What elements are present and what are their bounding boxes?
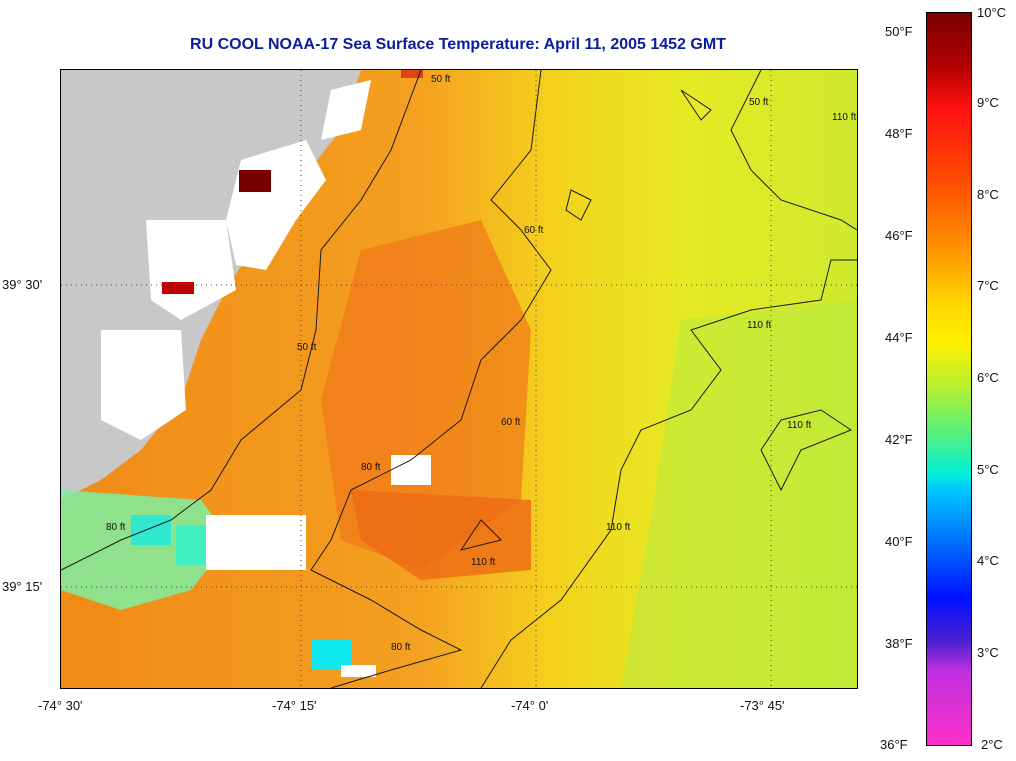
contour-label: 60 ft	[501, 417, 521, 428]
warm-core-south	[351, 490, 531, 580]
colorbar-c-label: 3°C	[977, 645, 999, 660]
colorbar-f-label: 40°F	[885, 534, 913, 549]
longitude-tick: -74° 15'	[272, 698, 317, 713]
contour-label: 60 ft	[524, 225, 544, 236]
hot-pixel-inlet	[162, 282, 194, 294]
colorbar-c-label: 5°C	[977, 462, 999, 477]
contour-label: 80 ft	[361, 462, 381, 473]
colorbar-c-label: 10°C	[977, 5, 1007, 20]
colorbar-f-label: 48°F	[885, 126, 913, 141]
longitude-tick: -73° 45'	[740, 698, 785, 713]
colorbar-f-label: 46°F	[885, 228, 913, 243]
latitude-tick: 39° 15'	[2, 579, 43, 594]
colorbar-c-label: 9°C	[977, 95, 999, 110]
sst-map-canvas: 50 ft 50 ft 50 ft 60 ft 60 ft 80 ft 80 f…	[61, 70, 857, 688]
cold-pixel-2	[176, 525, 206, 565]
cold-pixel-1	[131, 515, 171, 545]
colorbar-c-label: 8°C	[977, 187, 999, 202]
sst-map: 50 ft 50 ft 50 ft 60 ft 60 ft 80 ft 80 f…	[60, 69, 858, 689]
colorbar-f-label: 42°F	[885, 432, 913, 447]
contour-label: 110 ft	[787, 420, 811, 431]
hot-pixel-top	[401, 70, 423, 78]
cold-patch-sw	[61, 490, 231, 610]
graticule	[61, 70, 857, 688]
colorbar-c-label: 2°C	[981, 737, 1003, 752]
map-title: RU COOL NOAA-17 Sea Surface Temperature:…	[190, 36, 726, 53]
colorbar-c-label: 7°C	[977, 278, 999, 293]
colorbar-f-label: 50°F	[885, 24, 913, 39]
contour-label: 80 ft	[391, 642, 411, 653]
coastal-bay-mid	[146, 220, 236, 320]
latitude-tick: 39° 30'	[2, 277, 43, 292]
cloud-pixel-2	[341, 665, 376, 677]
coastal-bay-south	[101, 330, 186, 440]
contour-label: 50 ft	[431, 74, 451, 85]
cool-offshore-patch	[621, 300, 857, 688]
colorbar-c-label: 6°C	[977, 370, 999, 385]
colorbar-f-label: 36°F	[880, 737, 908, 752]
contour-label: 50 ft	[749, 97, 769, 108]
cloud-patch-1	[206, 515, 306, 570]
longitude-tick: -74° 0'	[511, 698, 549, 713]
colorbar-f-label: 44°F	[885, 330, 913, 345]
contour-label: 110 ft	[471, 557, 495, 568]
contour-label: 110 ft	[832, 112, 856, 123]
longitude-tick: -74° 30'	[38, 698, 83, 713]
warm-core-patch	[321, 220, 531, 570]
colorbar-f-label: 38°F	[885, 636, 913, 651]
temperature-colorbar	[926, 12, 972, 746]
contour-label: 110 ft	[606, 522, 630, 533]
contour-label: 80 ft	[106, 522, 126, 533]
hot-pixel-bay	[239, 170, 271, 192]
colorbar-c-label: 4°C	[977, 553, 999, 568]
contour-label: 50 ft	[297, 342, 317, 353]
coastal-inlet	[321, 80, 371, 140]
contour-label: 110 ft	[747, 320, 771, 331]
